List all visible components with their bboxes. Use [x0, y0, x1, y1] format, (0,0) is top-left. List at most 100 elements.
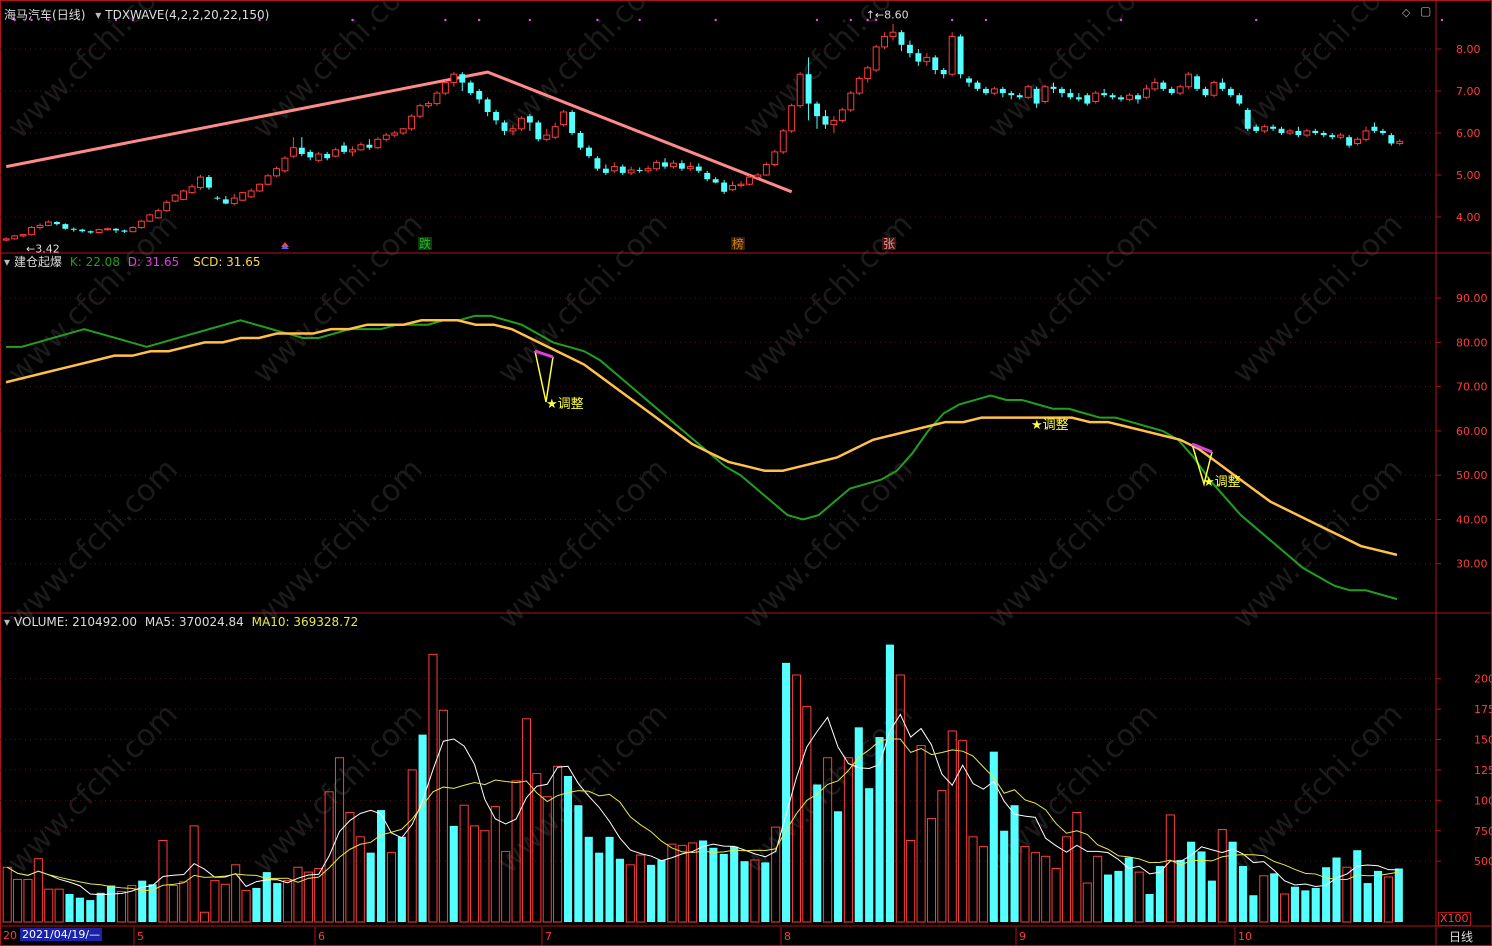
volume-bar-down [719, 853, 728, 922]
volume-bar-up [802, 706, 812, 923]
collapse-triangle-icon[interactable]: ▾ [4, 615, 11, 629]
candle-body-up [788, 105, 796, 132]
signal-dot [477, 18, 481, 22]
volume-bar-down [1270, 873, 1279, 922]
candle-body-down [1008, 93, 1015, 96]
volume-bar-up [625, 864, 635, 923]
candle-body-up [163, 201, 171, 212]
indicator-name[interactable]: 建仓起爆 [14, 255, 63, 269]
volume-bar-up [480, 830, 490, 923]
month-label: 8 [784, 930, 791, 943]
candle-body-down [1388, 135, 1395, 144]
signal-badge-bg [882, 237, 896, 250]
candle-body-down [205, 177, 212, 188]
volume-bar-up [199, 911, 210, 923]
candle-body-up [779, 130, 787, 153]
candle-body-up [357, 144, 365, 151]
candle-body-up [771, 151, 779, 165]
candle-body-down [1135, 95, 1141, 100]
candle-body-down [704, 172, 711, 180]
candle-body-down [915, 53, 922, 62]
candle-body-down [1168, 88, 1175, 94]
volume-bar-down [377, 810, 386, 922]
month-label: 5 [137, 930, 144, 943]
volume-bar-down [595, 852, 604, 922]
candle-body-up [416, 105, 424, 117]
candle-body-down [459, 74, 466, 83]
candle-body-up [847, 92, 855, 111]
candle-body-up [1337, 134, 1345, 138]
volume-unit-label: X100 [1438, 912, 1471, 926]
indicator-tick-label: 40.00 [1456, 513, 1488, 526]
candle-body-up [551, 126, 559, 138]
volume-bar-down [657, 859, 666, 922]
period-label-bottom[interactable]: 日线 [1449, 930, 1474, 944]
candle-body-down [324, 154, 331, 159]
volume-bar-up [1030, 852, 1040, 923]
candle-body-up [1185, 73, 1193, 88]
signal-badge-bg [731, 237, 745, 250]
collapse-triangle-icon[interactable]: ▾ [4, 255, 11, 269]
indicator-label[interactable]: TDXWAVE(4,2,2,20,22,150) [105, 8, 270, 22]
date-cursor-box[interactable]: 2021/04/19/— [20, 928, 103, 941]
candle-body-up [1126, 94, 1133, 100]
volume-bar-up [636, 854, 646, 923]
candle-body-down [1202, 88, 1209, 96]
candle-body-up [644, 168, 652, 172]
candle-body-up [1151, 82, 1159, 90]
candle-body-up [1303, 130, 1311, 136]
signal-dot [131, 18, 135, 22]
volume-name[interactable]: VOLUME: 210492.00 [14, 615, 138, 629]
signal-dot [47, 18, 50, 22]
volume-bar-down [563, 776, 573, 922]
signal-dot [984, 18, 988, 22]
volume-bar-up [283, 880, 293, 923]
volume-bar-down [1187, 841, 1196, 922]
volume-bar-up [2, 866, 12, 923]
volume-bar-down [1332, 857, 1341, 922]
volume-bar-down [605, 836, 614, 922]
volume-bar-down [647, 864, 656, 922]
wave-line [5, 70, 793, 194]
candle-body-down [957, 36, 964, 75]
volume-bar-down [106, 885, 116, 922]
volume-bar-down [1228, 841, 1237, 922]
volume-bar-up [958, 740, 968, 923]
signal-dot [30, 18, 33, 22]
candle-body-down [1270, 126, 1277, 129]
volume-bar-up [947, 730, 957, 923]
watermark-text: www.cfchi.com [981, 0, 1165, 146]
x-start-label: 20 [3, 929, 17, 942]
candle-body-down [1227, 88, 1234, 96]
candle-body-down [1058, 88, 1065, 94]
candle-body-up [36, 224, 44, 228]
candle-body-up [44, 221, 52, 226]
candle-body-down [1075, 97, 1082, 100]
volume-bar-down [397, 836, 406, 922]
candle-body-down [1050, 86, 1057, 89]
volume-bar-up [895, 674, 905, 923]
candle-body-down [1160, 82, 1167, 89]
volume-bar-up [116, 891, 126, 923]
candle-body-up [610, 166, 618, 172]
min-price-marker: ←3.42 [26, 242, 60, 255]
volume-bar-up [750, 859, 760, 923]
maximize-icon[interactable]: ▢ [1420, 4, 1432, 18]
volume-bar-up [1165, 814, 1175, 923]
scd-value-label: SCD: 31.65 [193, 255, 261, 269]
candle-body-down [535, 122, 542, 140]
candle-body-down [1194, 76, 1201, 89]
stock-name[interactable]: 海马汽车 [4, 8, 53, 22]
collapse-triangle-icon[interactable]: ▾ [95, 8, 102, 22]
period-label: (日线) [52, 8, 86, 22]
month-label: 10 [1238, 930, 1252, 943]
diamond-icon[interactable]: ◇ [1402, 6, 1411, 19]
signal-badge-2: 张 [883, 237, 895, 251]
candle-body-up [239, 192, 247, 201]
watermark-text: www.cfchi.com [981, 452, 1165, 636]
volume-bar-down [1301, 890, 1310, 922]
candle-body-up [1092, 92, 1100, 102]
indicator-tick-label: 60.00 [1456, 425, 1488, 438]
